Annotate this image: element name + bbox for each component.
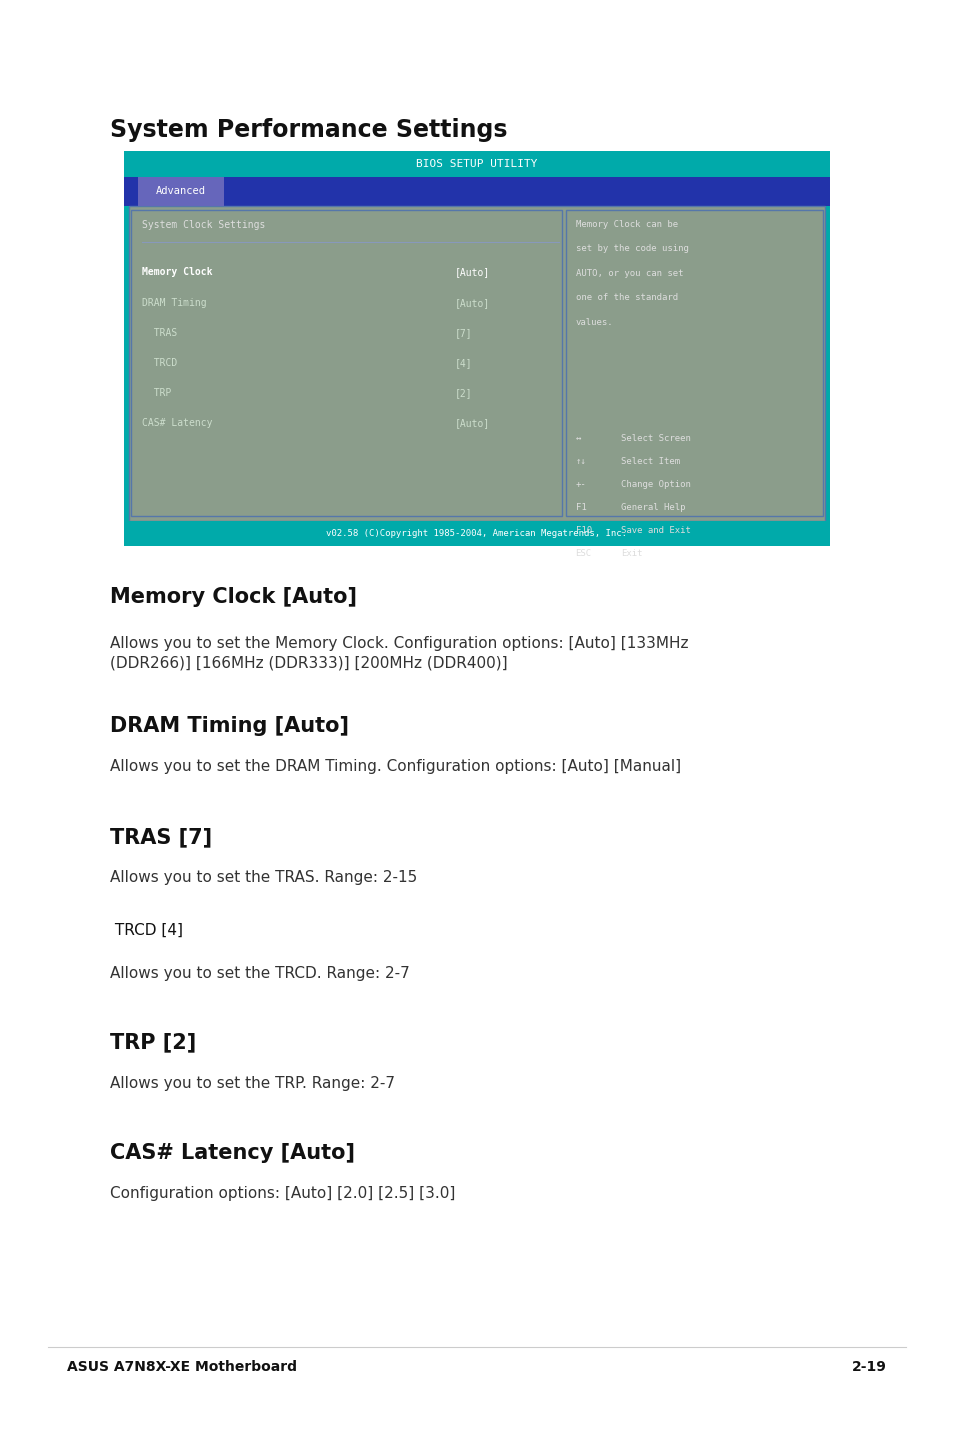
FancyBboxPatch shape — [124, 521, 829, 546]
Text: [7]: [7] — [454, 328, 472, 338]
Text: v02.58 (C)Copyright 1985-2004, American Megatrends, Inc.: v02.58 (C)Copyright 1985-2004, American … — [326, 529, 627, 538]
Text: Advanced: Advanced — [156, 187, 206, 196]
Text: Allows you to set the TRAS. Range: 2-15: Allows you to set the TRAS. Range: 2-15 — [110, 870, 416, 884]
Text: System Performance Settings: System Performance Settings — [110, 118, 507, 142]
Text: TRAS: TRAS — [142, 328, 177, 338]
Text: [4]: [4] — [454, 358, 472, 368]
Text: TRAS [7]: TRAS [7] — [110, 827, 212, 847]
Text: Save and Exit: Save and Exit — [620, 526, 690, 535]
Text: Allows you to set the Memory Clock. Configuration options: [Auto] [133MHz
(DDR26: Allows you to set the Memory Clock. Conf… — [110, 636, 687, 670]
FancyBboxPatch shape — [129, 206, 824, 521]
Text: CAS# Latency: CAS# Latency — [142, 418, 213, 429]
Text: Memory Clock can be: Memory Clock can be — [575, 220, 677, 229]
FancyBboxPatch shape — [138, 177, 224, 206]
Text: Select Item: Select Item — [620, 457, 679, 466]
Text: [Auto]: [Auto] — [454, 267, 489, 278]
Text: Allows you to set the TRP. Range: 2-7: Allows you to set the TRP. Range: 2-7 — [110, 1076, 395, 1090]
Text: ASUS A7N8X-XE Motherboard: ASUS A7N8X-XE Motherboard — [67, 1360, 296, 1375]
FancyBboxPatch shape — [124, 151, 829, 177]
Text: set by the code using: set by the code using — [575, 244, 688, 253]
Text: TRP [2]: TRP [2] — [110, 1032, 195, 1053]
Text: Memory Clock [Auto]: Memory Clock [Auto] — [110, 587, 356, 607]
Text: [Auto]: [Auto] — [454, 418, 489, 429]
Text: ↑↓: ↑↓ — [575, 457, 586, 466]
Text: ESC: ESC — [575, 549, 591, 558]
FancyBboxPatch shape — [131, 210, 561, 516]
FancyBboxPatch shape — [565, 210, 822, 516]
Text: BIOS SETUP UTILITY: BIOS SETUP UTILITY — [416, 160, 537, 168]
Text: values.: values. — [575, 318, 613, 326]
Text: F10: F10 — [575, 526, 591, 535]
Text: Exit: Exit — [620, 549, 642, 558]
Text: AUTO, or you can set: AUTO, or you can set — [575, 269, 682, 278]
Text: one of the standard: one of the standard — [575, 293, 677, 302]
Text: Change Option: Change Option — [620, 480, 690, 489]
Text: General Help: General Help — [620, 503, 685, 512]
Text: TRCD: TRCD — [142, 358, 177, 368]
Text: TRP: TRP — [142, 388, 172, 398]
Text: System Clock Settings: System Clock Settings — [142, 220, 265, 230]
Text: Allows you to set the TRCD. Range: 2-7: Allows you to set the TRCD. Range: 2-7 — [110, 966, 409, 981]
Text: DRAM Timing: DRAM Timing — [142, 298, 207, 308]
Text: DRAM Timing [Auto]: DRAM Timing [Auto] — [110, 716, 349, 736]
Text: Allows you to set the DRAM Timing. Configuration options: [Auto] [Manual]: Allows you to set the DRAM Timing. Confi… — [110, 759, 680, 774]
Text: [2]: [2] — [454, 388, 472, 398]
Text: CAS# Latency [Auto]: CAS# Latency [Auto] — [110, 1143, 355, 1163]
Text: F1: F1 — [575, 503, 586, 512]
Text: 2-19: 2-19 — [851, 1360, 886, 1375]
Text: Memory Clock: Memory Clock — [142, 267, 213, 278]
FancyBboxPatch shape — [124, 151, 829, 546]
Text: +-: +- — [575, 480, 586, 489]
FancyBboxPatch shape — [124, 177, 829, 206]
Text: Select Screen: Select Screen — [620, 434, 690, 443]
Text: [Auto]: [Auto] — [454, 298, 489, 308]
Text: TRCD [4]: TRCD [4] — [110, 923, 183, 938]
Text: Configuration options: [Auto] [2.0] [2.5] [3.0]: Configuration options: [Auto] [2.0] [2.5… — [110, 1186, 455, 1201]
Text: ↔: ↔ — [575, 434, 580, 443]
